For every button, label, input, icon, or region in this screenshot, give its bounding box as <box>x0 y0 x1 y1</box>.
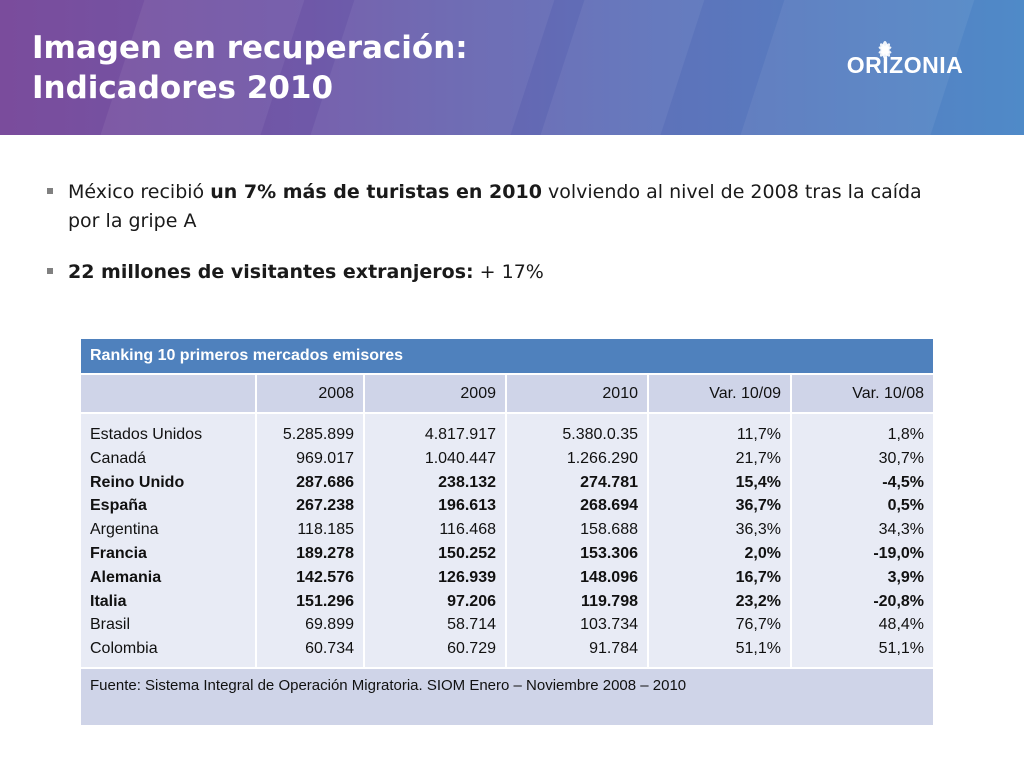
slide-header: Imagen en recuperación: Indicadores 2010… <box>0 0 1024 135</box>
orizonia-logo: ORIZONIA <box>840 30 970 80</box>
table-cell: Canadá <box>90 449 147 467</box>
country-column: Estados Unidos Canadá Reino Unido España Arg… <box>79 412 257 669</box>
table-cell: 969.017 <box>296 449 354 467</box>
table-caption: Ranking 10 primeros mercados emisores <box>78 337 936 375</box>
bullet-item: 22 millones de visitantes extranjeros: +… <box>45 258 925 287</box>
table-cell: 51,1% <box>878 640 925 658</box>
values-column-2010: 5.380.0.35 1.266.290 274.781 268.694 158.688… <box>505 412 649 669</box>
table-cell: 189.278 <box>296 544 354 562</box>
column-header: 2008 <box>255 373 365 414</box>
title-line-1: Imagen en recuperación: <box>32 30 468 66</box>
table-cell: 158.688 <box>580 521 638 539</box>
table-cell: 5.285.899 <box>282 426 354 443</box>
bullet-text-plain: + 17% <box>473 261 544 283</box>
table-cell: 36,7% <box>735 497 781 515</box>
table-cell: Brasil <box>90 616 131 634</box>
table-cell: 23,2% <box>735 592 781 610</box>
table-cell: 148.096 <box>580 568 638 586</box>
column-header: 2010 <box>505 373 649 414</box>
table-cell: 1,8% <box>887 426 925 443</box>
column-header: 2009 <box>363 373 507 414</box>
table-cell: 151.296 <box>296 592 354 610</box>
table-body-row: Estados Unidos Canadá Reino Unido España Arg… <box>79 412 936 669</box>
table-cell: 1.266.290 <box>566 449 638 467</box>
table-cell: Colombia <box>90 640 158 658</box>
values-column-var-10-09: 11,7% 21,7% 15,4% 36,7% 36,3% 2,0% 16,7% 23,2% 7… <box>647 412 792 669</box>
table-header-row: 2008 2009 2010 Var. 10/09 Var. 10/08 <box>79 373 936 414</box>
table-cell: 16,7% <box>735 568 781 586</box>
table-cell: 4.817.917 <box>424 426 496 443</box>
logo-text: ORIZONIA <box>846 52 964 78</box>
bullet-text-plain: México recibió <box>68 181 211 203</box>
table-cell: 36,3% <box>735 521 781 539</box>
bullet-marker <box>47 268 53 274</box>
table-cell: -19,0% <box>873 544 925 562</box>
title-line-2: Indicadores 2010 <box>32 70 334 106</box>
table-cell: 267.238 <box>296 497 354 515</box>
table-cell: -20,8% <box>873 592 925 610</box>
table-cell: 103.734 <box>580 616 638 634</box>
bullet-marker <box>47 188 53 194</box>
table-footer-row: Fuente: Sistema Integral de Operación Mi… <box>78 666 936 727</box>
ranking-table: Ranking 10 primeros mercados emisores 20… <box>78 337 936 727</box>
table-cell: 116.468 <box>439 521 496 539</box>
table-cell: 97.206 <box>447 592 496 610</box>
table-cell: 268.694 <box>580 497 638 515</box>
table-cell: 153.306 <box>580 544 638 562</box>
table-cell: 118.185 <box>297 521 354 539</box>
values-column-var-10-08: 1,8% 30,7% -4,5% 0,5% 34,3% -19,0% 3,9% -20,8% 4… <box>789 412 936 669</box>
table-cell: 0,5% <box>887 497 925 515</box>
table-cell: 69.899 <box>305 616 354 634</box>
table-cell: 60.729 <box>447 640 496 658</box>
table-cell: 5.380.0.35 <box>562 426 638 443</box>
header-facet <box>529 0 711 135</box>
table-cell: 119.798 <box>581 592 638 610</box>
column-header <box>79 373 257 414</box>
values-column-2008: 5.285.899 969.017 287.686 267.238 118.185 189… <box>255 412 365 669</box>
table-cell: Italia <box>90 592 127 610</box>
table-cell: 238.132 <box>438 473 496 491</box>
table-cell: Alemania <box>90 568 162 586</box>
flower-icon <box>878 41 892 59</box>
bullet-item: México recibió un 7% más de turistas en … <box>45 178 925 236</box>
table-cell: 150.252 <box>438 544 496 562</box>
table-cell: Argentina <box>90 521 159 539</box>
table-cell: 91.784 <box>589 640 638 658</box>
table-cell: 21,7% <box>735 449 781 467</box>
column-header: Var. 10/09 <box>647 373 792 414</box>
table-source-note: Fuente: Sistema Integral de Operación Mi… <box>78 666 936 727</box>
values-column-2009: 4.817.917 1.040.447 238.132 196.613 116.468 1… <box>363 412 507 669</box>
table-cell: 76,7% <box>735 616 781 634</box>
table-cell: 3,9% <box>887 568 925 586</box>
bullet-text-bold: un 7% más de turistas en 2010 <box>210 181 542 203</box>
table-cell: 287.686 <box>296 473 354 491</box>
table-cell: 60.734 <box>305 640 354 658</box>
table-cell: España <box>90 497 147 515</box>
bullet-list: México recibió un 7% más de turistas en … <box>45 178 925 309</box>
table-cell: 2,0% <box>744 544 781 562</box>
slide-title: Imagen en recuperación: Indicadores 2010 <box>32 28 468 108</box>
table-cell: 142.576 <box>296 568 354 586</box>
table-cell: 1.040.447 <box>424 449 496 467</box>
table-cell: Estados Unidos <box>90 426 203 443</box>
table-cell: 126.939 <box>438 568 496 586</box>
table-cell: 196.613 <box>438 497 496 515</box>
table-cell: 30,7% <box>878 449 925 467</box>
column-header: Var. 10/08 <box>789 373 936 414</box>
bullet-text-bold: 22 millones de visitantes extranjeros: <box>68 261 474 283</box>
table-cell: 58.714 <box>447 616 496 634</box>
table-cell: -4,5% <box>882 473 925 491</box>
table-cell: 34,3% <box>878 521 925 539</box>
table-cell: 48,4% <box>878 616 925 634</box>
table-cell: Reino Unido <box>90 473 185 491</box>
table-cell: 51,1% <box>735 640 781 658</box>
table-cell: Francia <box>90 544 147 562</box>
table-cell: 15,4% <box>735 473 781 491</box>
bullet-text-plain: volviendo al nivel de 2008 tras la caída… <box>68 181 922 232</box>
table-caption-row: Ranking 10 primeros mercados emisores <box>78 337 936 375</box>
table-cell: 274.781 <box>580 473 638 491</box>
table-cell: 11,7% <box>736 426 781 443</box>
